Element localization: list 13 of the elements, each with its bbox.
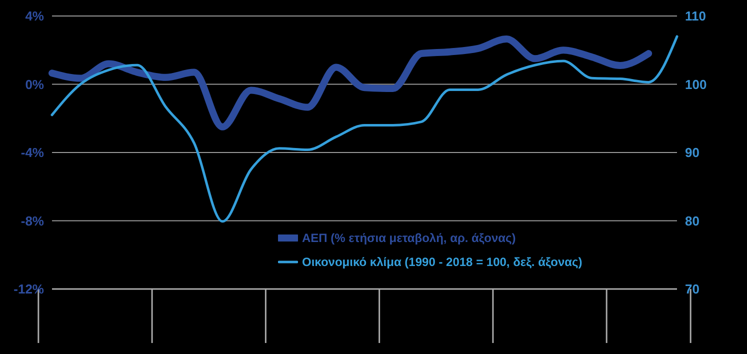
y2-tick-label: 80 [685, 213, 700, 228]
y2-tick-label: 90 [685, 145, 700, 160]
y2-tick-label: 110 [685, 8, 706, 24]
legend-label: Οικονομικό κλίμα (1990 - 2018 = 100, δεξ. άξονας) [302, 255, 582, 269]
y2-tick-label: 70 [685, 282, 700, 297]
line-series [50, 35, 678, 223]
y-tick-label: -4% [20, 145, 44, 160]
y2-tick-label: 100 [685, 76, 707, 92]
y-tick-label: 0% [25, 76, 44, 92]
y-tick-label: -12% [14, 282, 44, 297]
y-tick-label: 4% [25, 8, 44, 24]
legend-label: ΑΕΠ (% ετήσια μεταβολή, αρ. άξονας) [302, 231, 516, 245]
y-tick-label: -8% [20, 213, 44, 228]
